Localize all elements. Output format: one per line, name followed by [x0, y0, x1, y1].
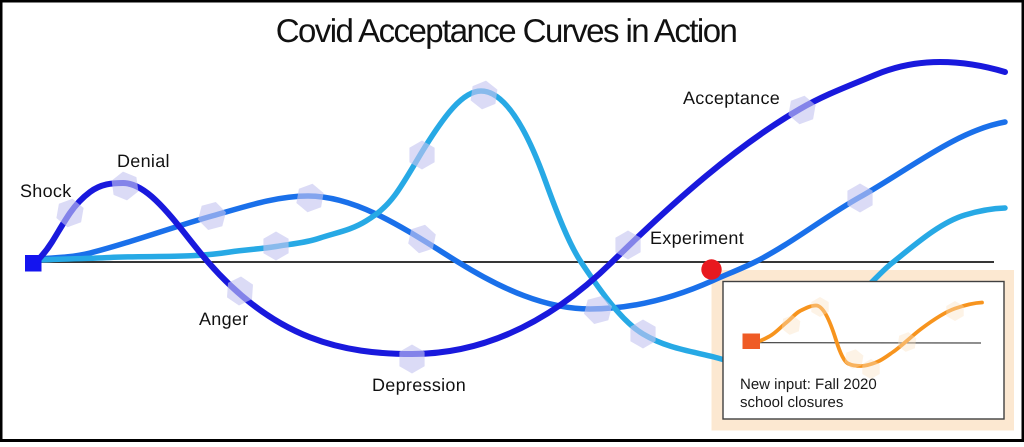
svg-text:Anger: Anger: [199, 309, 249, 329]
svg-text:Shock: Shock: [20, 181, 72, 201]
svg-text:Covid Acceptance Curves in Act: Covid Acceptance Curves in Action: [276, 12, 737, 49]
svg-text:Experiment: Experiment: [650, 228, 744, 248]
svg-text:Depression: Depression: [372, 375, 466, 395]
svg-text:New input: Fall 2020: New input: Fall 2020: [740, 376, 877, 393]
svg-text:Acceptance: Acceptance: [683, 88, 780, 108]
svg-text:Denial: Denial: [117, 151, 170, 171]
svg-text:school closures: school closures: [740, 394, 843, 411]
